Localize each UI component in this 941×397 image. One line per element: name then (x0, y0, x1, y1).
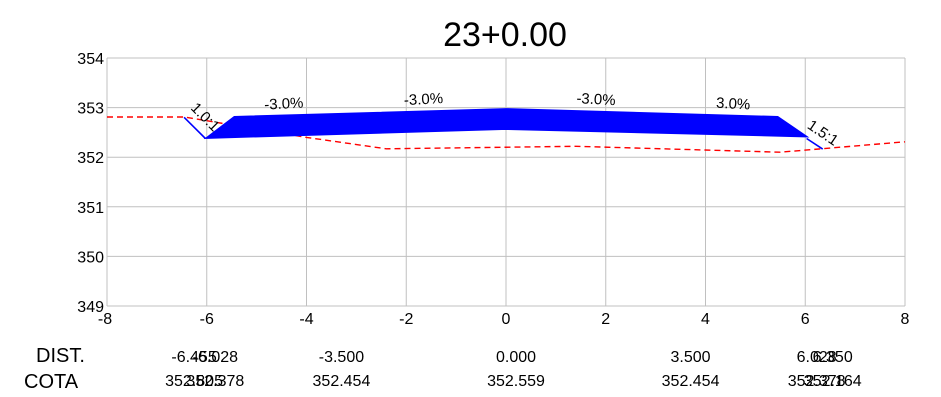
dist-value: 6.350 (813, 349, 853, 366)
dist-value: -6.455 (171, 349, 216, 366)
x-tick-label: -4 (299, 311, 313, 328)
dist-row-label: DIST. (36, 345, 85, 367)
cota-value: 352.378 (788, 373, 846, 390)
grid-lines (106, 57, 906, 307)
dist-value: 0.000 (496, 349, 536, 366)
cota-value: 352.454 (313, 373, 371, 390)
slope-line (183, 116, 206, 140)
x-tick-label: 8 (901, 311, 910, 328)
y-tick-label: 351 (77, 200, 104, 217)
cota-row-label: COTA (24, 371, 79, 393)
slope-annotation: 3.0% (716, 95, 751, 114)
terrain-line (107, 116, 906, 153)
slope-annotation: -3.0% (264, 95, 304, 114)
x-tick-label: 2 (601, 311, 610, 328)
x-tick-label: 6 (801, 311, 810, 328)
plot-marks (107, 108, 906, 153)
x-tick-label: 0 (502, 311, 511, 328)
cota-value: 352.164 (804, 373, 862, 390)
cota-value: 352.378 (186, 373, 244, 390)
x-tick-label: -6 (200, 311, 214, 328)
x-tick-label: -8 (98, 311, 112, 328)
slope-annotation: 1.5:1 (804, 117, 841, 150)
cota-value: 352.805 (165, 373, 223, 390)
y-tick-label: 349 (77, 299, 104, 316)
y-tick-label: 352 (77, 150, 104, 167)
dist-value: 6.028 (797, 349, 837, 366)
dist-cota-table: -6.455 352.805 -6.028 352.378 -3.500 352.454 0… (165, 349, 862, 390)
y-tick-label: 350 (77, 249, 104, 266)
y-tick-label: 353 (77, 101, 104, 118)
x-tick-label: 4 (701, 311, 710, 328)
dist-value: -3.500 (319, 349, 364, 366)
x-tick-label: -2 (399, 311, 413, 328)
chart-title: 23+0.00 (443, 16, 567, 54)
cota-value: 352.559 (487, 373, 545, 390)
dist-value: -6.028 (193, 349, 238, 366)
slope-annotation: -3.0% (403, 90, 443, 109)
axis-ticks: -8 -6 -4 -2 0 2 4 6 8 349 350 351 352 353 354 (77, 51, 909, 328)
slope-annotation: -3.0% (576, 90, 616, 109)
cota-value: 352.454 (662, 373, 720, 390)
y-tick-label: 354 (77, 51, 104, 68)
slope-line (806, 137, 824, 150)
dist-value: 3.500 (671, 349, 711, 366)
